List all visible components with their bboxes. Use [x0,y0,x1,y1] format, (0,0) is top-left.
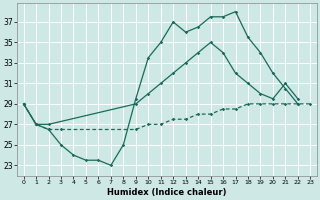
X-axis label: Humidex (Indice chaleur): Humidex (Indice chaleur) [107,188,227,197]
